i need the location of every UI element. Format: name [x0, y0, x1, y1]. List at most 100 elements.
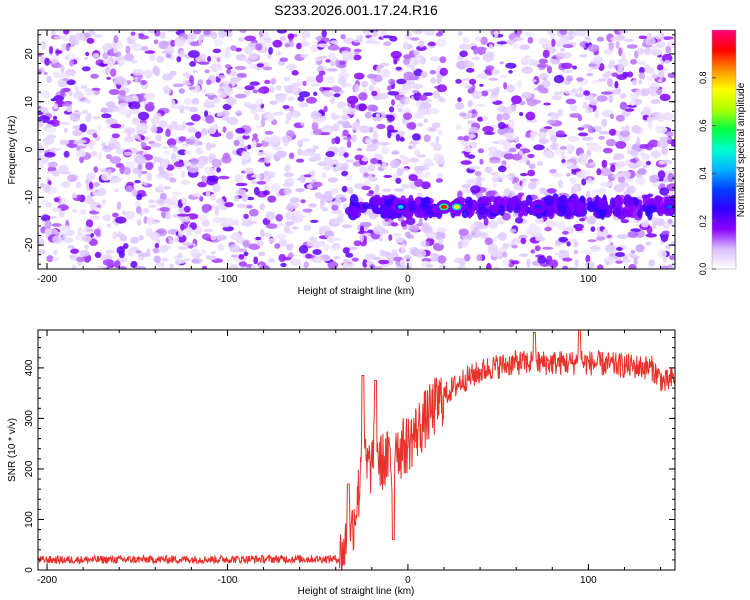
- heatmap-cell: [500, 175, 512, 179]
- heatmap-cell: [537, 84, 545, 93]
- heatmap-cell: [124, 53, 135, 62]
- heatmap-cell: [175, 124, 186, 131]
- heatmap-cell: [457, 190, 463, 199]
- heatmap-cell: [476, 175, 482, 185]
- heatmap-cell: [113, 35, 119, 44]
- heatmap-cell: [343, 258, 350, 264]
- heatmap-cell: [594, 109, 600, 119]
- heatmap-cell: [313, 91, 318, 97]
- heatmap-cell: [201, 233, 211, 241]
- heatmap-cell: [177, 253, 183, 259]
- heatmap-cell: [406, 63, 415, 69]
- heatmap-cell: [275, 94, 287, 103]
- heatmap-band-cell: [519, 200, 530, 207]
- heatmap-cell: [615, 260, 623, 264]
- heatmap-cell: [611, 72, 618, 77]
- heatmap-cell: [458, 241, 463, 250]
- heatmap-cell: [176, 56, 182, 63]
- heatmap-cell: [162, 85, 171, 93]
- heatmap-cell: [607, 63, 613, 70]
- heatmap-cell: [279, 57, 289, 62]
- heatmap-cell: [201, 175, 207, 183]
- heatmap-cell: [656, 113, 666, 122]
- heatmap-cell: [345, 159, 354, 163]
- heatmap-cell: [477, 116, 484, 122]
- heatmap-cell: [365, 139, 373, 144]
- heatmap-cell: [329, 40, 339, 45]
- heatmap-cell: [165, 211, 171, 220]
- heatmap-cell: [198, 159, 205, 169]
- heatmap-cell: [212, 183, 221, 193]
- heatmap-cell: [408, 145, 413, 150]
- heatmap-cell: [284, 221, 295, 226]
- heatmap-band-cell: [408, 201, 416, 213]
- heatmap-band-cell: [507, 197, 513, 207]
- heatmap-cell: [619, 93, 627, 99]
- heatmap-cell: [617, 176, 626, 183]
- heatmap-cell: [250, 180, 258, 185]
- heatmap-cell: [601, 159, 608, 169]
- heatmap-cell: [554, 148, 565, 156]
- heatmap-cell: [666, 183, 675, 192]
- heatmap-cell: [373, 226, 385, 235]
- heatmap-cell: [319, 194, 327, 200]
- heatmap-cell: [68, 34, 77, 44]
- heatmap-cell: [186, 139, 195, 145]
- heatmap-cell: [639, 88, 650, 97]
- heatmap-cell: [263, 31, 270, 38]
- heatmap-cell: [526, 258, 531, 268]
- heatmap-cell: [613, 183, 625, 193]
- heatmap-band-cell: [480, 208, 488, 220]
- heatmap-cell: [53, 103, 58, 110]
- heatmap-cell: [518, 150, 523, 155]
- heatmap-cell: [44, 227, 52, 236]
- heatmap-cell: [436, 38, 447, 48]
- heatmap-band-cell: [490, 204, 500, 214]
- y-tick-label: 0: [24, 146, 35, 152]
- heatmap-cell: [667, 72, 675, 78]
- heatmap-cell: [325, 59, 331, 63]
- heatmap-cell: [210, 251, 216, 255]
- heatmap-cell: [303, 261, 310, 269]
- heatmap-cell: [300, 122, 305, 126]
- heatmap-cell: [38, 53, 43, 57]
- heatmap-cell: [512, 185, 524, 190]
- heatmap-cell: [627, 163, 640, 169]
- heatmap-cell: [240, 138, 244, 148]
- heatmap-cell: [456, 56, 465, 61]
- heatmap-cell: [129, 108, 141, 115]
- heatmap-cell: [585, 107, 594, 114]
- heatmap-cell: [86, 37, 95, 44]
- heatmap-cell: [109, 179, 119, 184]
- heatmap-cell: [519, 111, 524, 117]
- heatmap-cell: [258, 251, 266, 257]
- colorbar: 0.0 0.2 0.4 0.6 0.8 Normalized spectral ampl…: [698, 29, 747, 275]
- heatmap-cell: [454, 102, 465, 110]
- y-tick-label: 100: [24, 511, 35, 528]
- heatmap-cell: [547, 129, 559, 136]
- heatmap-cell: [551, 142, 559, 151]
- heatmap-cell: [61, 34, 68, 41]
- heatmap-cell: [339, 166, 348, 171]
- heatmap-cell: [648, 139, 659, 148]
- heatmap-cell: [318, 70, 326, 76]
- heatmap-cell: [397, 108, 403, 113]
- heatmap-cell: [191, 257, 203, 264]
- heatmap-cell: [528, 223, 537, 229]
- heatmap-band-cell: [612, 207, 622, 218]
- heatmap-cell: [236, 110, 241, 114]
- heatmap-cell: [199, 214, 208, 222]
- heatmap-cell: [566, 241, 571, 247]
- heatmap-cell: [165, 53, 172, 59]
- heatmap-cell: [353, 48, 362, 53]
- heatmap-cell: [53, 95, 65, 102]
- heatmap-cell: [327, 177, 339, 183]
- heatmap-cell: [573, 240, 579, 248]
- heatmap-cell: [423, 158, 434, 167]
- heatmap-cell: [388, 78, 396, 86]
- heatmap-cell: [391, 222, 399, 227]
- heatmap-cell: [342, 129, 349, 137]
- heatmap-cell: [483, 217, 489, 226]
- heatmap-cell: [214, 38, 224, 47]
- heatmap-cell: [465, 67, 475, 73]
